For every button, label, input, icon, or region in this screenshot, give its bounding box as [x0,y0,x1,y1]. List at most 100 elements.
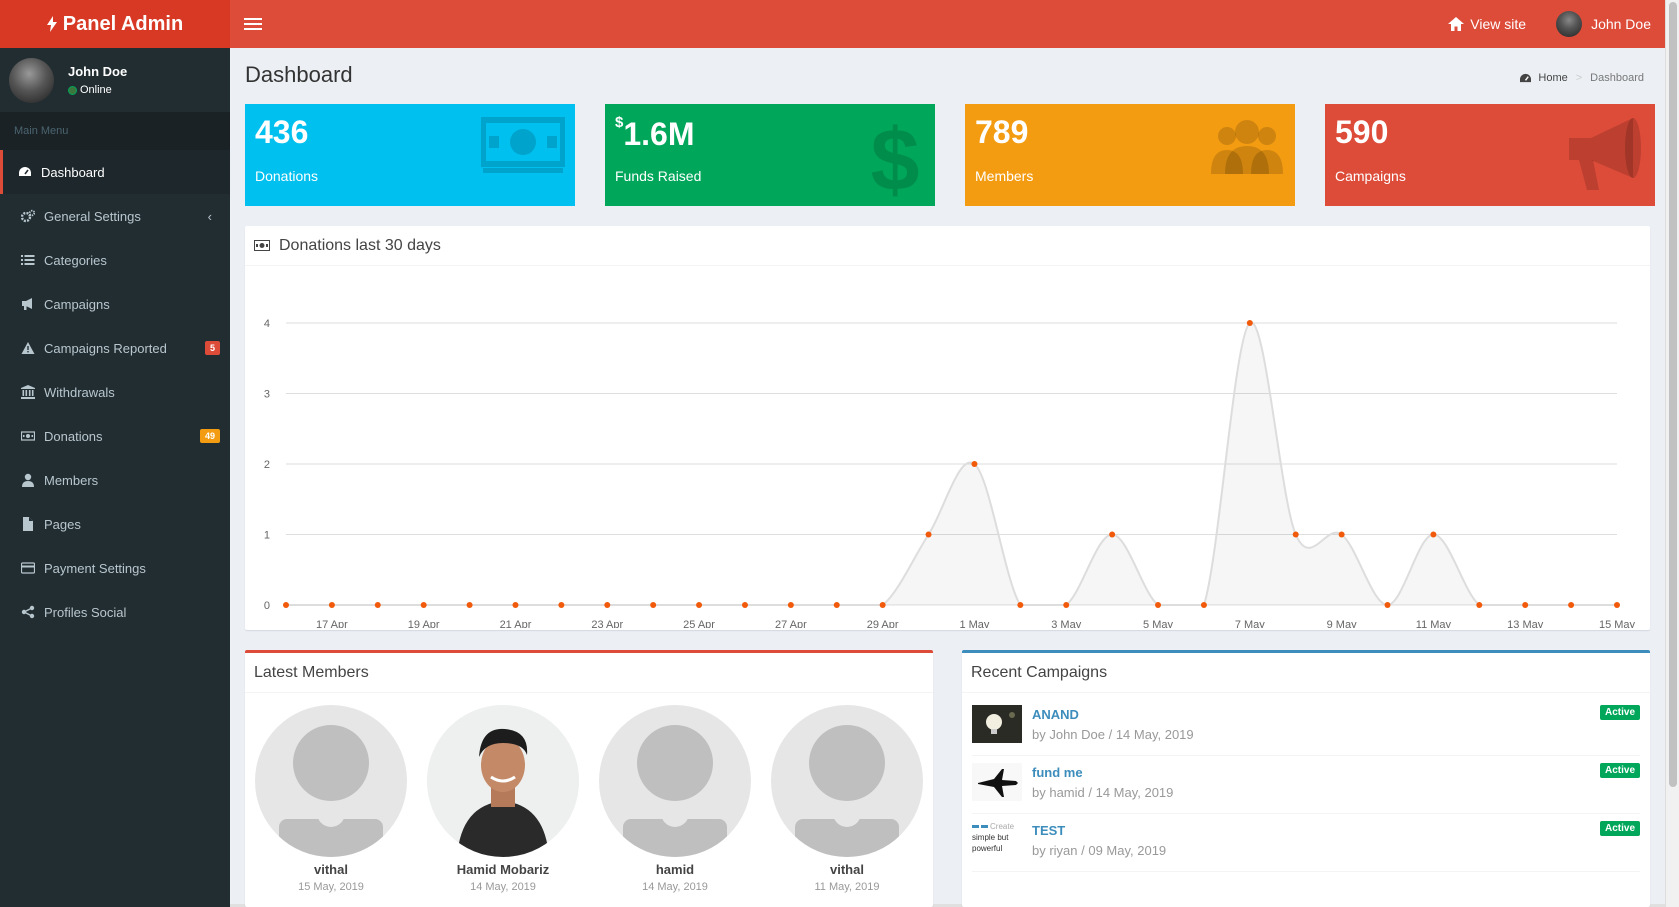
svg-text:$: $ [871,116,920,200]
brand-logo[interactable]: Panel Admin [0,0,230,48]
sidebar-item-general-settings[interactable]: General Settings ‹ [0,194,230,238]
sidebar-item-withdrawals[interactable]: Withdrawals [0,370,230,414]
y-tick-label: 4 [264,318,270,330]
breadcrumb-home-link[interactable]: Home [1538,72,1568,84]
page-title: Dashboard [245,62,353,87]
sidebar-user-name: John Doe [68,64,128,79]
warning-icon [20,341,36,355]
sidebar-item-label: Profiles Social [44,604,127,620]
stat-box-funds-raised: $1.6M Funds Raised $ [605,104,935,206]
sidebar-item-pages[interactable]: Pages [0,502,230,546]
sidebar-item-label: General Settings [44,208,141,224]
status-badge: Active [1599,763,1640,778]
breadcrumb-current: Dashboard [1590,72,1644,84]
member-name[interactable]: vithal [314,862,348,877]
dashboard-icon [17,165,33,179]
sidebar-item-profiles-social[interactable]: Profiles Social [0,590,230,634]
brand-name: Panel Admin [62,12,184,35]
view-site-link[interactable]: View site [1448,16,1526,32]
member-name[interactable]: Hamid Mobariz [456,862,550,877]
vertical-scrollbar[interactable] [1665,0,1679,907]
data-point [1292,531,1299,538]
member-date: 11 May, 2019 [814,881,880,893]
x-tick-label: 11 May [1416,619,1452,628]
sidebar-item-label: Donations [44,428,103,444]
member-card[interactable]: vithal 11 May, 2019 [771,705,923,893]
breadcrumb-separator: > [1575,72,1583,84]
home-icon [1448,17,1465,31]
data-point [833,602,840,608]
data-point [741,602,748,608]
member-name[interactable]: vithal [830,862,864,877]
stat-box-campaigns: 590 Campaigns [1325,104,1655,206]
sidebar-item-categories[interactable]: Categories [0,238,230,282]
user-status: Online [68,84,127,96]
stat-label: Campaigns [1335,168,1406,184]
data-point [558,602,565,608]
sidebar-toggle-icon[interactable] [244,15,262,33]
member-card[interactable]: Hamid Mobariz 14 May, 2019 [427,705,579,893]
data-point [1063,602,1070,608]
sidebar-item-members[interactable]: Members [0,458,230,502]
campaign-title-link[interactable]: ANAND [1032,707,1079,722]
stat-box-donations: 436 Donations [245,104,575,206]
recent-campaigns-box: Recent Campaigns ANAND by John Doe / 14 M… [962,650,1650,907]
sidebar-item-campaigns[interactable]: Campaigns [0,282,230,326]
member-card[interactable]: hamid 14 May, 2019 [599,705,751,893]
x-tick-label: 17 Apr [316,619,348,628]
x-tick-label: 29 Apr [867,619,899,628]
stat-box-members: 789 Members [965,104,1295,206]
data-point [1155,602,1162,608]
user-panel: John Doe Online [0,48,230,112]
sidebar-item-label: Withdrawals [44,384,115,400]
data-point [1476,602,1483,608]
data-point [879,602,886,608]
sidebar-item-label: Campaigns Reported [44,340,167,356]
data-point [650,602,657,608]
y-tick-label: 2 [264,459,270,471]
user-menu[interactable]: John Doe [1556,11,1651,37]
chart-title: Donations last 30 days [279,236,441,254]
donations-chart-box: Donations last 30 days 0 1 2 3 4 17 Apr 19 Apr… [245,226,1650,630]
avatar [427,705,579,857]
data-point [1522,602,1529,608]
data-point [328,602,335,608]
campaign-meta: by hamid / 14 May, 2019 [1032,785,1174,800]
data-point [1430,531,1437,538]
breadcrumb: Home > Dashboard [1519,72,1644,84]
member-card[interactable]: vithal 15 May, 2019 [255,705,407,893]
list-icon [20,253,36,267]
avatar [599,705,751,857]
sidebar-item-campaigns-reported[interactable]: Campaigns Reported 5 [0,326,230,370]
sidebar-item-donations[interactable]: Donations 49 [0,414,230,458]
sidebar-item-label: Categories [44,252,107,268]
data-point [466,602,473,608]
stat-label: Donations [255,168,319,184]
member-name[interactable]: hamid [655,862,695,877]
campaign-title-link[interactable]: fund me [1032,765,1083,780]
campaign-thumbnail[interactable] [972,705,1022,743]
campaign-row: ANAND by John Doe / 14 May, 2019 Active [972,695,1640,756]
dollar-icon: $ [865,110,925,206]
data-point [1568,602,1575,608]
data-point [1200,602,1207,608]
data-point [787,602,794,608]
campaign-thumbnail[interactable]: Create simple but powerful [972,822,1015,853]
menu-header: Main Menu [0,112,230,150]
x-tick-label: 25 Apr [683,619,715,628]
campaign-title-link[interactable]: TEST [1032,823,1066,838]
recent-campaigns-title: Recent Campaigns [971,663,1108,681]
x-tick-label: 19 Apr [408,619,440,628]
campaign-meta: by riyan / 09 May, 2019 [1032,843,1167,858]
bullhorn-icon [1565,116,1645,195]
bank-icon [20,385,36,399]
sidebar-item-dashboard[interactable]: Dashboard [0,150,230,194]
x-tick-label: 13 May [1507,619,1544,628]
cogs-icon [20,209,36,223]
users-icon [1209,116,1285,179]
sidebar-menu: Dashboard General Settings ‹ Categories Camp… [0,150,230,634]
chevron-left-icon: ‹ [207,208,212,224]
status-badge: Active [1599,705,1640,720]
sidebar-item-payment-settings[interactable]: Payment Settings [0,546,230,590]
campaign-thumbnail[interactable] [972,763,1022,801]
